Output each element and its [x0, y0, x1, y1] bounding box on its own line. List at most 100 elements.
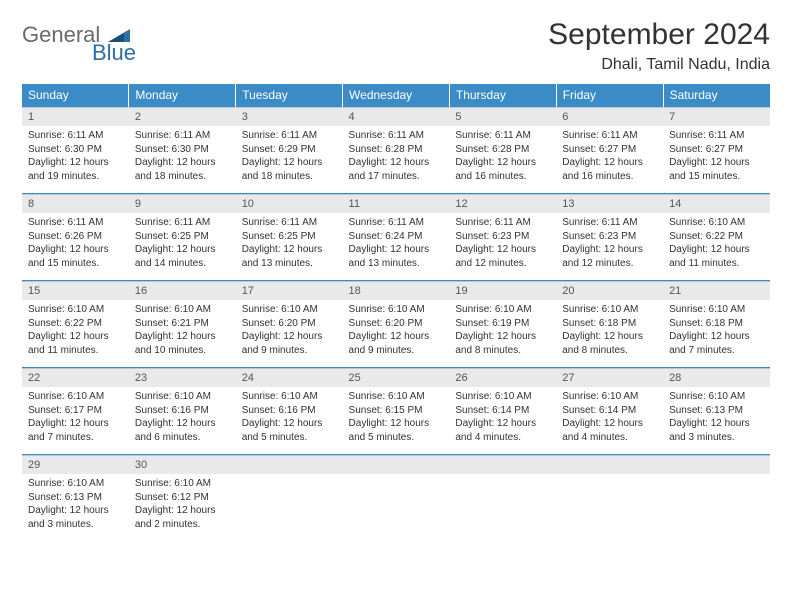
calendar-cell: 21Sunrise: 6:10 AMSunset: 6:18 PMDayligh…	[663, 281, 770, 368]
sunset-text: Sunset: 6:20 PM	[349, 317, 444, 331]
sunset-text: Sunset: 6:18 PM	[669, 317, 764, 331]
daylight-text: Daylight: 12 hours and 17 minutes.	[349, 156, 444, 183]
day-number: 25	[343, 368, 450, 387]
cell-body: Sunrise: 6:10 AMSunset: 6:15 PMDaylight:…	[343, 387, 450, 454]
calendar-cell: 30Sunrise: 6:10 AMSunset: 6:12 PMDayligh…	[129, 455, 236, 542]
daylight-text: Daylight: 12 hours and 5 minutes.	[349, 417, 444, 444]
day-number: 15	[22, 281, 129, 300]
daylight-text: Daylight: 12 hours and 11 minutes.	[669, 243, 764, 270]
cell-body	[663, 474, 770, 534]
calendar-cell: 27Sunrise: 6:10 AMSunset: 6:14 PMDayligh…	[556, 368, 663, 455]
sunrise-text: Sunrise: 6:11 AM	[669, 129, 764, 143]
sunrise-text: Sunrise: 6:11 AM	[135, 216, 230, 230]
cell-body: Sunrise: 6:10 AMSunset: 6:20 PMDaylight:…	[343, 300, 450, 367]
cell-body: Sunrise: 6:11 AMSunset: 6:29 PMDaylight:…	[236, 126, 343, 193]
sunrise-text: Sunrise: 6:11 AM	[455, 129, 550, 143]
daylight-text: Daylight: 12 hours and 7 minutes.	[669, 330, 764, 357]
calendar-cell: 13Sunrise: 6:11 AMSunset: 6:23 PMDayligh…	[556, 194, 663, 281]
calendar-cell: 6Sunrise: 6:11 AMSunset: 6:27 PMDaylight…	[556, 107, 663, 194]
sunrise-text: Sunrise: 6:10 AM	[28, 303, 123, 317]
day-number: 2	[129, 107, 236, 126]
daylight-text: Daylight: 12 hours and 2 minutes.	[135, 504, 230, 531]
day-number: 18	[343, 281, 450, 300]
day-number	[343, 455, 450, 474]
cell-body	[343, 474, 450, 534]
cell-body: Sunrise: 6:10 AMSunset: 6:19 PMDaylight:…	[449, 300, 556, 367]
calendar-cell: 29Sunrise: 6:10 AMSunset: 6:13 PMDayligh…	[22, 455, 129, 542]
daylight-text: Daylight: 12 hours and 14 minutes.	[135, 243, 230, 270]
sunset-text: Sunset: 6:28 PM	[349, 143, 444, 157]
sunrise-text: Sunrise: 6:10 AM	[242, 303, 337, 317]
day-header: Sunday	[22, 84, 129, 107]
sunrise-text: Sunrise: 6:11 AM	[28, 129, 123, 143]
sunrise-text: Sunrise: 6:11 AM	[242, 216, 337, 230]
calendar-cell: 20Sunrise: 6:10 AMSunset: 6:18 PMDayligh…	[556, 281, 663, 368]
day-number: 20	[556, 281, 663, 300]
daylight-text: Daylight: 12 hours and 8 minutes.	[455, 330, 550, 357]
calendar-cell	[236, 455, 343, 542]
day-number	[236, 455, 343, 474]
day-header: Saturday	[663, 84, 770, 107]
sunrise-text: Sunrise: 6:10 AM	[669, 216, 764, 230]
cell-body: Sunrise: 6:11 AMSunset: 6:30 PMDaylight:…	[129, 126, 236, 193]
day-number: 7	[663, 107, 770, 126]
day-number: 19	[449, 281, 556, 300]
sunset-text: Sunset: 6:16 PM	[242, 404, 337, 418]
calendar-cell: 9Sunrise: 6:11 AMSunset: 6:25 PMDaylight…	[129, 194, 236, 281]
calendar-cell: 24Sunrise: 6:10 AMSunset: 6:16 PMDayligh…	[236, 368, 343, 455]
daylight-text: Daylight: 12 hours and 9 minutes.	[242, 330, 337, 357]
daylight-text: Daylight: 12 hours and 3 minutes.	[669, 417, 764, 444]
daylight-text: Daylight: 12 hours and 4 minutes.	[562, 417, 657, 444]
calendar-row: 22Sunrise: 6:10 AMSunset: 6:17 PMDayligh…	[22, 368, 770, 455]
day-number: 1	[22, 107, 129, 126]
daylight-text: Daylight: 12 hours and 5 minutes.	[242, 417, 337, 444]
cell-body: Sunrise: 6:11 AMSunset: 6:26 PMDaylight:…	[22, 213, 129, 280]
daylight-text: Daylight: 12 hours and 18 minutes.	[242, 156, 337, 183]
sunset-text: Sunset: 6:15 PM	[349, 404, 444, 418]
day-number: 4	[343, 107, 450, 126]
day-number	[663, 455, 770, 474]
calendar-row: 29Sunrise: 6:10 AMSunset: 6:13 PMDayligh…	[22, 455, 770, 542]
sunrise-text: Sunrise: 6:11 AM	[455, 216, 550, 230]
day-number: 26	[449, 368, 556, 387]
cell-body: Sunrise: 6:11 AMSunset: 6:24 PMDaylight:…	[343, 213, 450, 280]
calendar-row: 1Sunrise: 6:11 AMSunset: 6:30 PMDaylight…	[22, 107, 770, 194]
sunset-text: Sunset: 6:29 PM	[242, 143, 337, 157]
sunrise-text: Sunrise: 6:11 AM	[135, 129, 230, 143]
day-number: 30	[129, 455, 236, 474]
cell-body: Sunrise: 6:10 AMSunset: 6:22 PMDaylight:…	[22, 300, 129, 367]
cell-body: Sunrise: 6:10 AMSunset: 6:16 PMDaylight:…	[129, 387, 236, 454]
cell-body: Sunrise: 6:10 AMSunset: 6:17 PMDaylight:…	[22, 387, 129, 454]
day-number: 9	[129, 194, 236, 213]
cell-body: Sunrise: 6:10 AMSunset: 6:12 PMDaylight:…	[129, 474, 236, 541]
day-header: Thursday	[449, 84, 556, 107]
calendar-cell	[343, 455, 450, 542]
day-number: 3	[236, 107, 343, 126]
sunrise-text: Sunrise: 6:10 AM	[28, 390, 123, 404]
sunset-text: Sunset: 6:22 PM	[669, 230, 764, 244]
calendar-cell: 10Sunrise: 6:11 AMSunset: 6:25 PMDayligh…	[236, 194, 343, 281]
calendar-cell: 16Sunrise: 6:10 AMSunset: 6:21 PMDayligh…	[129, 281, 236, 368]
daylight-text: Daylight: 12 hours and 19 minutes.	[28, 156, 123, 183]
cell-body: Sunrise: 6:10 AMSunset: 6:22 PMDaylight:…	[663, 213, 770, 280]
sunrise-text: Sunrise: 6:10 AM	[135, 477, 230, 491]
day-number: 5	[449, 107, 556, 126]
sunrise-text: Sunrise: 6:10 AM	[562, 390, 657, 404]
daylight-text: Daylight: 12 hours and 12 minutes.	[562, 243, 657, 270]
daylight-text: Daylight: 12 hours and 18 minutes.	[135, 156, 230, 183]
calendar-row: 8Sunrise: 6:11 AMSunset: 6:26 PMDaylight…	[22, 194, 770, 281]
sunset-text: Sunset: 6:22 PM	[28, 317, 123, 331]
calendar-cell: 17Sunrise: 6:10 AMSunset: 6:20 PMDayligh…	[236, 281, 343, 368]
sunrise-text: Sunrise: 6:10 AM	[135, 303, 230, 317]
cell-body: Sunrise: 6:10 AMSunset: 6:18 PMDaylight:…	[663, 300, 770, 367]
brand-word2: Blue	[92, 40, 136, 66]
day-number: 17	[236, 281, 343, 300]
sunset-text: Sunset: 6:13 PM	[669, 404, 764, 418]
calendar-cell: 18Sunrise: 6:10 AMSunset: 6:20 PMDayligh…	[343, 281, 450, 368]
sunset-text: Sunset: 6:25 PM	[242, 230, 337, 244]
calendar-cell: 3Sunrise: 6:11 AMSunset: 6:29 PMDaylight…	[236, 107, 343, 194]
cell-body: Sunrise: 6:11 AMSunset: 6:23 PMDaylight:…	[556, 213, 663, 280]
sunrise-text: Sunrise: 6:11 AM	[349, 129, 444, 143]
cell-body: Sunrise: 6:11 AMSunset: 6:23 PMDaylight:…	[449, 213, 556, 280]
day-number: 28	[663, 368, 770, 387]
